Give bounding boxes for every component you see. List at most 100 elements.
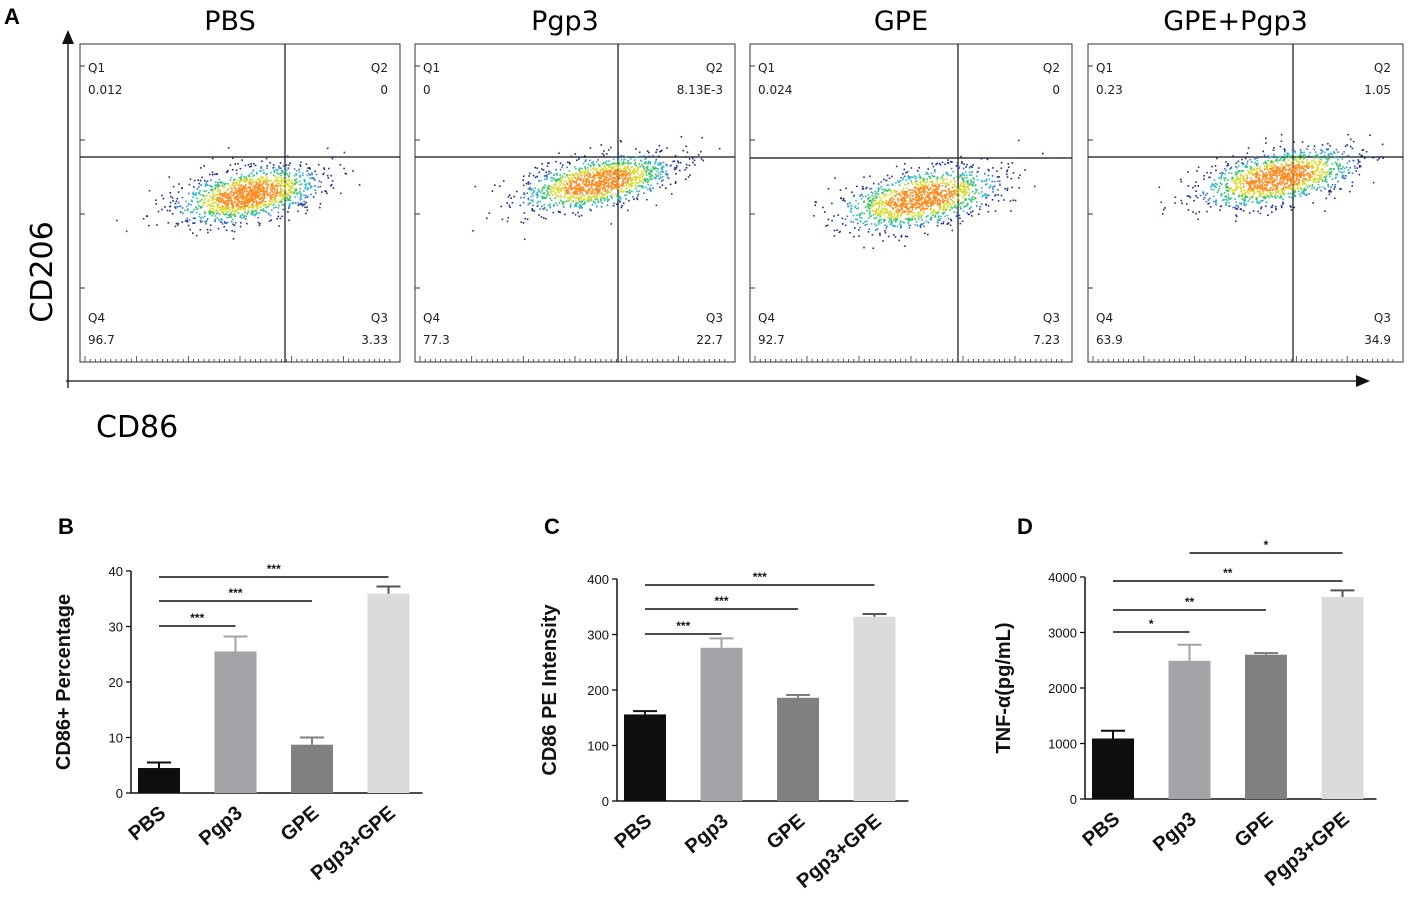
y-tick-label: 30 — [109, 620, 123, 635]
quadrant-q1-label: Q1 — [1096, 61, 1113, 75]
x-axis-arrow-head — [1356, 375, 1370, 387]
bar-pgp3-gpe — [853, 616, 896, 801]
panel-a: A CD206 CD86 PBS Q1 0.012 Q2 0 Q4 96.7 Q3 3.33 Pg… — [4, 4, 1404, 445]
quadrant-q4-label: Q4 — [88, 311, 105, 325]
quadrant-q1-label: Q1 — [758, 61, 775, 75]
significance-label: *** — [190, 611, 204, 625]
x-category-label: Pgp3 — [681, 810, 733, 858]
flow-plot-pgp3: Pgp3 Q1 0 Q2 8.13E-3 Q4 77.3 Q3 22.7 — [414, 6, 736, 363]
quadrant-q4-label: Q4 — [423, 311, 440, 325]
quadrant-q1: 0 — [423, 83, 431, 97]
quadrant-q1-label: Q1 — [88, 61, 105, 75]
quadrant-q2-label: Q2 — [1043, 61, 1060, 75]
significance-label: ** — [1185, 595, 1195, 609]
flow-plot-gpe-pgp3: GPE+Pgp3 Q1 0.23 Q2 1.05 Q4 63.9 Q3 34.9 — [1087, 6, 1404, 363]
bar-pgp3-gpe — [367, 593, 410, 793]
x-category-label: GPE — [1231, 808, 1278, 852]
panel-a-label: A — [4, 4, 20, 29]
y-tick-label: 100 — [587, 739, 609, 754]
flow-plot-title: GPE+Pgp3 — [1163, 6, 1308, 37]
quadrant-q3-label: Q3 — [1043, 311, 1060, 325]
bar-pgp3 — [214, 651, 257, 793]
bar-gpe — [1245, 654, 1287, 799]
x-category-label: Pgp3+GPE — [1261, 808, 1354, 891]
quadrant-q3-label: Q3 — [371, 311, 388, 325]
y-tick-label: 3000 — [1048, 626, 1077, 641]
significance-label: ** — [1223, 566, 1233, 580]
y-tick-label: 10 — [109, 731, 123, 746]
significance-label: *** — [714, 594, 728, 608]
significance-label: *** — [267, 562, 281, 576]
quadrant-q3: 34.9 — [1364, 333, 1391, 347]
panel-b: B 0 10 20 30 40 CD86+ Percentage PBS Pgp3 GPEPgp… — [53, 514, 423, 885]
quadrant-q3-label: Q3 — [1374, 311, 1391, 325]
bar-pgp3-gpe — [1321, 596, 1364, 799]
x-category-label: Pgp3 — [1149, 808, 1201, 856]
quadrant-q3: 3.33 — [361, 333, 388, 347]
flow-plot-title: PBS — [204, 6, 255, 37]
panel-c: C 0 100 200 300 400 CD86 PE Intensity PBS Pgp3 G… — [539, 514, 909, 893]
bar-pbs — [1092, 738, 1134, 799]
flow-plot-title: GPE — [874, 6, 928, 37]
quadrant-q1: 0.012 — [88, 83, 122, 97]
quadrant-q2: 0 — [1052, 83, 1060, 97]
y-tick-label: 0 — [602, 794, 609, 809]
quadrant-q4-label: Q4 — [758, 311, 775, 325]
flow-plot-frame — [1087, 43, 1404, 363]
quadrant-q4: 96.7 — [88, 333, 115, 347]
quadrant-q2-label: Q2 — [371, 61, 388, 75]
y-tick-label: 40 — [109, 564, 123, 579]
significance-label: *** — [228, 586, 242, 600]
quadrant-q2-label: Q2 — [706, 61, 723, 75]
x-category-label: GPE — [277, 802, 324, 846]
quadrant-q4: 92.7 — [758, 333, 785, 347]
y-tick-label: 400 — [587, 572, 609, 587]
significance-label: *** — [753, 570, 767, 584]
x-category-label: PBS — [1079, 808, 1125, 851]
y-axis-title: TNF-α(pg/mL) — [993, 622, 1015, 753]
y-tick-label: 0 — [116, 786, 123, 801]
density-cloud — [116, 147, 361, 240]
panel-d: D 0 1000 2000 3000 4000 TNF-α(pg/mL) PBS Pgp3 GP… — [993, 514, 1377, 891]
bar-gpe — [777, 697, 819, 801]
density-cloud — [472, 136, 721, 241]
quadrant-q1: 0.024 — [758, 83, 792, 97]
y-axis-label-cd206: CD206 — [25, 221, 60, 322]
y-tick-label: 20 — [109, 675, 123, 690]
quadrant-q1: 0.23 — [1096, 83, 1123, 97]
quadrant-q2: 0 — [380, 83, 388, 97]
x-category-label: Pgp3+GPE — [307, 802, 400, 885]
flow-plot-gpe: GPE Q1 0.024 Q2 0 Q4 92.7 Q3 7.23 — [749, 6, 1073, 363]
y-tick-label: 2000 — [1048, 681, 1077, 696]
x-axis-label-cd86: CD86 — [96, 410, 178, 445]
x-category-label: Pgp3 — [195, 802, 247, 850]
quadrant-q2: 8.13E-3 — [677, 83, 723, 97]
panel-d-label: D — [1017, 514, 1033, 539]
y-tick-label: 0 — [1070, 792, 1077, 807]
x-category-label: PBS — [125, 802, 171, 845]
significance-label: * — [1264, 538, 1269, 552]
y-tick-label: 4000 — [1048, 570, 1077, 585]
quadrant-q4-label: Q4 — [1096, 311, 1113, 325]
quadrant-q3: 22.7 — [696, 333, 723, 347]
y-axis-arrow-head — [62, 30, 74, 44]
quadrant-q4: 77.3 — [423, 333, 450, 347]
flow-plot-pbs: PBS Q1 0.012 Q2 0 Q4 96.7 Q3 3.33 — [79, 6, 401, 363]
quadrant-q3: 7.23 — [1033, 333, 1060, 347]
y-tick-label: 200 — [587, 683, 609, 698]
panel-c-label: C — [544, 514, 560, 539]
bar-pbs — [624, 714, 666, 801]
significance-label: * — [1149, 617, 1154, 631]
density-cloud — [813, 139, 1044, 250]
quadrant-q2: 1.05 — [1364, 83, 1391, 97]
y-axis-title: CD86+ Percentage — [53, 594, 75, 770]
bar-gpe — [291, 744, 333, 793]
panel-b-label: B — [58, 514, 74, 539]
bar-pgp3 — [700, 647, 743, 801]
quadrant-q4: 63.9 — [1096, 333, 1123, 347]
flow-plot-frame — [749, 43, 1073, 363]
flow-plot-frame — [414, 43, 736, 363]
y-axis-title: CD86 PE Intensity — [539, 604, 561, 776]
bar-pgp3 — [1168, 660, 1211, 799]
x-category-label: GPE — [763, 810, 810, 854]
